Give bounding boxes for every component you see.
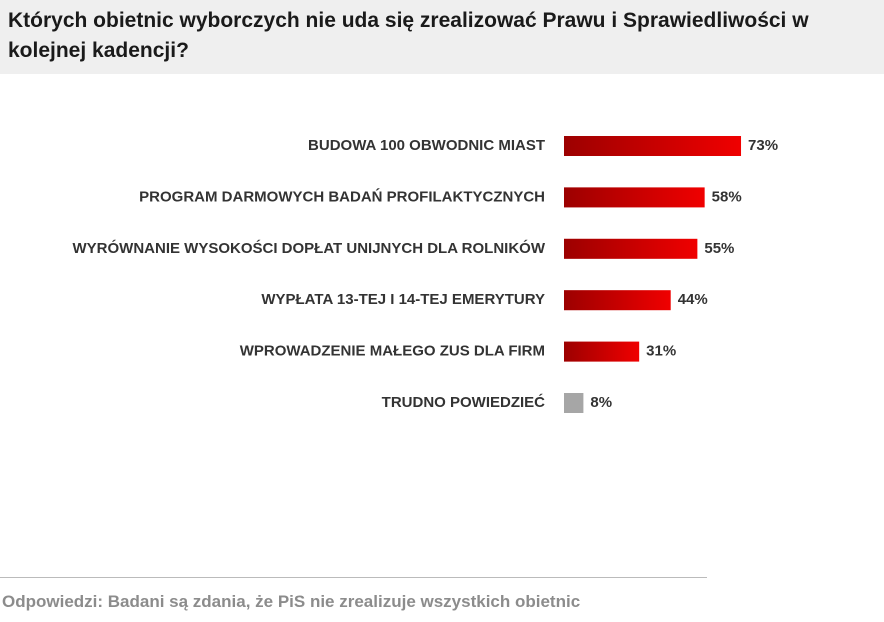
bar-shade bbox=[564, 341, 640, 362]
bar-shade bbox=[564, 238, 698, 259]
category-label: WYPŁATA 13-TEJ I 14-TEJ EMERYTURY bbox=[261, 291, 545, 308]
category-label: PROGRAM DARMOWYCH BADAŃ PROFILAKTYCZNYCH bbox=[139, 188, 545, 205]
value-label: 8% bbox=[590, 394, 612, 411]
bar-shade bbox=[564, 187, 705, 208]
category-label: BUDOWA 100 OBWODNIC MIAST bbox=[308, 137, 545, 154]
category-label: TRUDNO POWIEDZIEĆ bbox=[382, 393, 545, 411]
bar bbox=[564, 393, 584, 413]
footer-rule bbox=[0, 577, 707, 578]
value-label: 73% bbox=[748, 137, 778, 154]
bar-shade bbox=[564, 136, 742, 156]
category-label: WYRÓWNANIE WYSOKOŚCI DOPŁAT UNIJNYCH DLA… bbox=[73, 239, 546, 257]
value-label: 31% bbox=[646, 343, 676, 360]
value-label: 44% bbox=[678, 291, 708, 308]
category-label: WPROWADZENIE MAŁEGO ZUS DLA FIRM bbox=[240, 343, 545, 360]
value-label: 58% bbox=[712, 188, 742, 205]
value-label: 55% bbox=[704, 240, 734, 257]
bar-shade bbox=[564, 290, 671, 311]
chart-title: Których obietnic wyborczych nie uda się … bbox=[0, 0, 884, 74]
chart: BUDOWA 100 OBWODNIC MIAST 73% PROGRAM DARM… bbox=[73, 136, 778, 413]
footnote: Odpowiedzi: Badani są zdania, że PiS nie… bbox=[2, 592, 581, 611]
